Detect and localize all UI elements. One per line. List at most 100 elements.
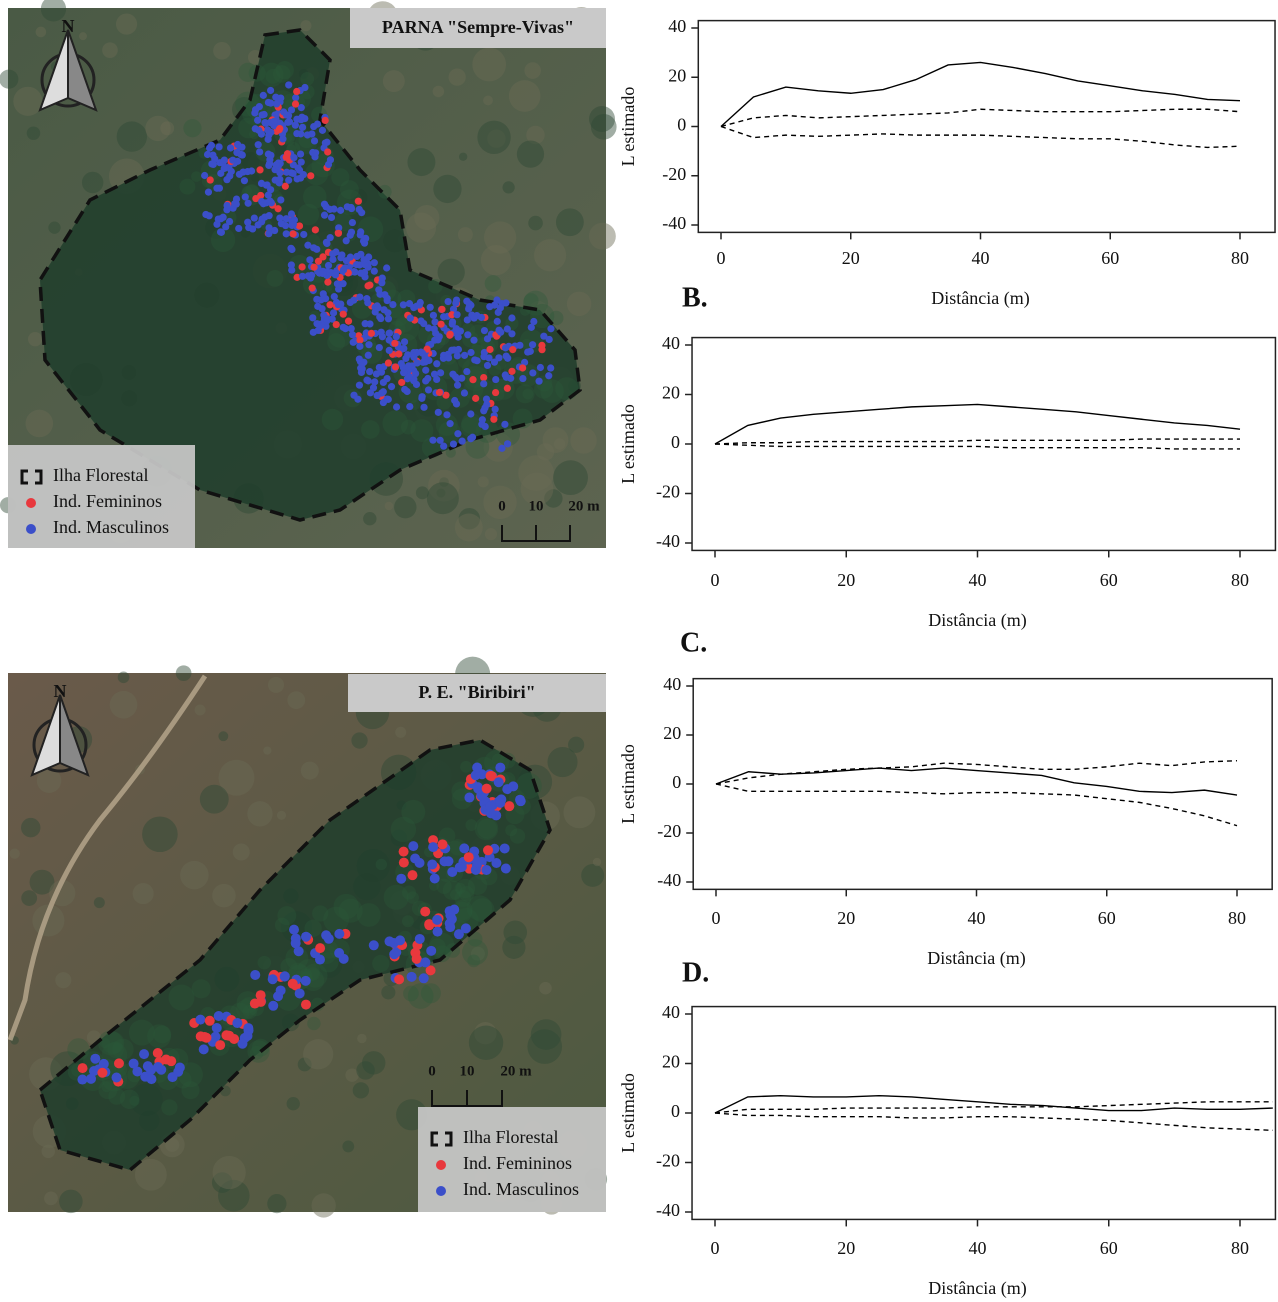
male-individual — [310, 329, 317, 336]
male-individual — [459, 843, 469, 853]
vegetation-patch — [589, 106, 615, 132]
canopy — [322, 409, 344, 431]
male-individual — [263, 182, 270, 189]
female-individual — [256, 166, 263, 173]
male-individual — [504, 440, 511, 447]
male-individual — [276, 214, 283, 221]
male-individual — [445, 910, 455, 920]
male-individual — [339, 280, 346, 287]
female-individual — [97, 1068, 107, 1078]
female-individual — [447, 331, 454, 338]
male-individual — [236, 171, 243, 178]
male-individual — [433, 360, 440, 367]
male-individual — [292, 94, 299, 101]
x-axis-label: Distância (m) — [927, 948, 1025, 969]
male-individual — [501, 864, 511, 874]
male-individual — [290, 154, 297, 161]
vegetation-patch — [570, 427, 597, 454]
female-individual — [221, 1030, 231, 1040]
scale-label: 10 — [460, 1063, 475, 1079]
male-individual — [297, 150, 304, 157]
x-tick-label: 20 — [837, 570, 855, 590]
vegetation-patch — [42, 1145, 55, 1158]
male-individual — [204, 151, 211, 158]
male-individual — [380, 379, 387, 386]
male-individual — [366, 368, 373, 375]
vegetation-patch — [82, 172, 103, 193]
male-individual — [384, 936, 394, 946]
vegetation-patch — [553, 460, 588, 495]
vegetation-patch — [534, 239, 566, 271]
male-individual — [479, 416, 486, 423]
male-individual — [435, 409, 442, 416]
male-individual — [353, 261, 360, 268]
observed-line — [715, 1096, 1273, 1113]
male-individual — [447, 867, 457, 877]
vegetation-patch — [556, 208, 584, 236]
female-individual — [492, 389, 499, 396]
male-individual — [492, 376, 499, 383]
vegetation-patch — [458, 227, 473, 242]
male-individual — [357, 231, 364, 238]
male-individual — [495, 309, 502, 316]
canopy — [361, 420, 380, 439]
x-tick-label: 40 — [969, 1238, 987, 1258]
male-individual — [436, 333, 443, 340]
male-individual — [385, 330, 392, 337]
female-individual — [310, 264, 317, 271]
male-individual — [540, 333, 547, 340]
male-individual — [516, 796, 526, 806]
vegetation-patch — [110, 691, 138, 719]
male-individual — [311, 137, 318, 144]
female-individual — [78, 1063, 88, 1073]
female-individual — [538, 342, 545, 349]
canopy — [523, 291, 548, 316]
female-individual — [256, 990, 266, 1000]
male-individual — [426, 946, 436, 956]
canopy — [382, 410, 408, 436]
canopy — [300, 72, 314, 86]
canopy — [450, 889, 461, 900]
male-individual — [359, 365, 366, 372]
canopy — [339, 899, 363, 923]
male-individual — [440, 443, 447, 450]
male-individual — [365, 377, 372, 384]
male-individual — [132, 1066, 142, 1076]
canopy — [267, 270, 284, 287]
male-individual — [463, 298, 470, 305]
male-individual — [459, 438, 466, 445]
male-individual — [195, 1015, 205, 1025]
male-individual — [433, 927, 443, 937]
male-individual — [251, 214, 258, 221]
female-individual — [437, 839, 447, 849]
vegetation-patch — [483, 96, 493, 106]
male-individual — [273, 991, 283, 1001]
vegetation-patch — [547, 747, 577, 777]
vegetation-patch — [449, 69, 466, 86]
scale-label: 20 m — [568, 498, 600, 514]
female-individual — [412, 954, 422, 964]
male-individual — [365, 352, 372, 359]
male-individual — [276, 169, 283, 176]
canopy — [275, 918, 290, 933]
plot-frame — [692, 338, 1275, 551]
x-tick-label: 20 — [837, 908, 855, 928]
x-tick-label: 40 — [968, 908, 986, 928]
canopy — [470, 898, 494, 922]
x-tick-label: 80 — [1228, 908, 1246, 928]
male-individual — [445, 354, 452, 361]
vegetation-patch — [342, 1141, 354, 1153]
male-individual — [228, 168, 235, 175]
female-individual — [315, 258, 322, 265]
vegetation-patch — [176, 665, 192, 681]
male-individual — [221, 156, 228, 163]
canopy — [522, 389, 533, 400]
male-individual — [175, 1063, 185, 1073]
y-tick-label: 20 — [662, 1052, 680, 1072]
male-individual — [545, 372, 552, 379]
male-individual — [248, 167, 255, 174]
male-individual — [321, 212, 328, 219]
male-individual — [361, 240, 368, 247]
male-individual — [334, 929, 344, 939]
male-individual — [260, 92, 267, 99]
